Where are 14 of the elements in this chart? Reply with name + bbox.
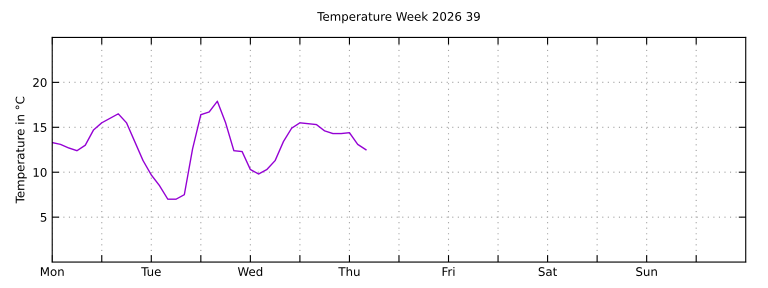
x-tick-label: Fri [442, 266, 454, 276]
chart-title: Temperature Week 2026 39 [317, 12, 480, 24]
y-axis-title: Temperature in °C [15, 96, 27, 204]
y-tick-label: 20 [33, 78, 47, 88]
x-tick-label: Thu [338, 266, 360, 276]
y-tick-label: 5 [40, 213, 46, 222]
y-tick-label: 10 [34, 168, 47, 177]
x-tick-label: Tue [141, 267, 161, 276]
line-series [52, 100, 367, 200]
x-tick-label: Wed [238, 266, 262, 276]
y-tick-label: 15 [34, 123, 46, 132]
x-tick-label: Sat [538, 267, 557, 276]
x-tick-label: Mon [40, 267, 64, 276]
x-tick-label: Sun [636, 267, 657, 276]
